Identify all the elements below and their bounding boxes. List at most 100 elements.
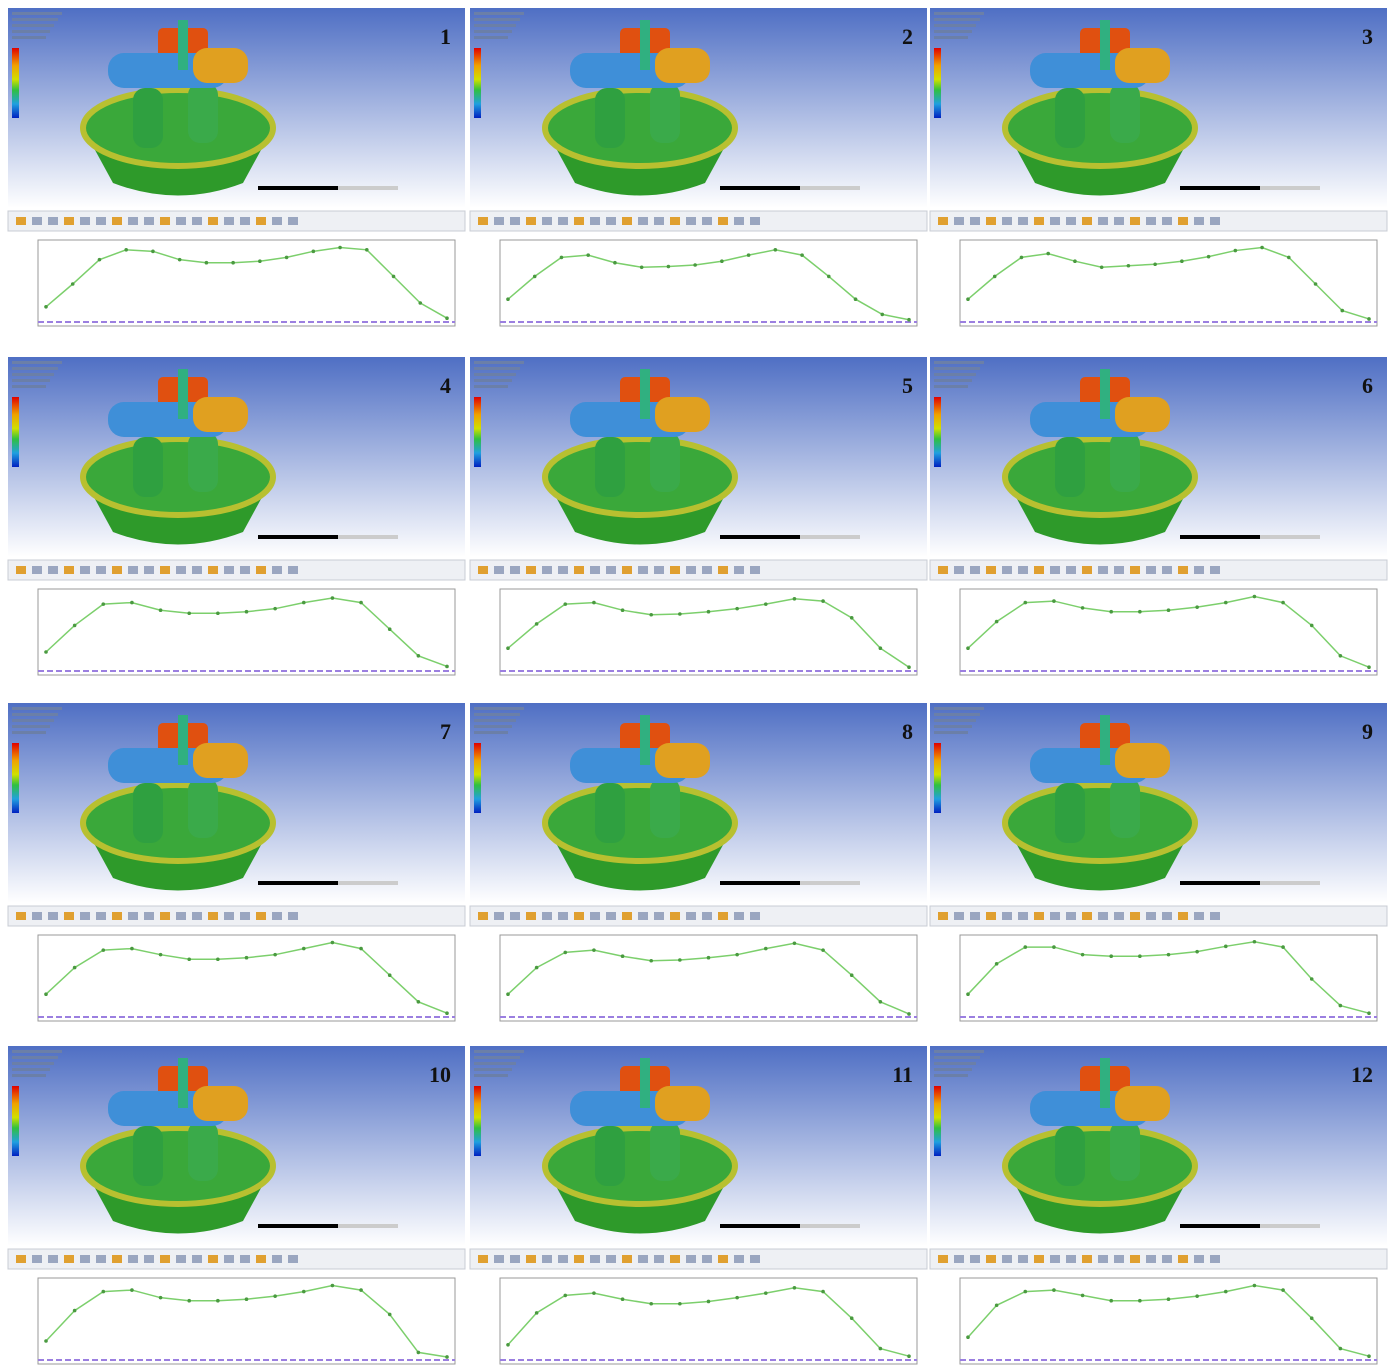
model-stem xyxy=(640,1058,650,1108)
curve-point xyxy=(417,1000,421,1004)
toolbar-button xyxy=(1210,217,1220,225)
curve-point xyxy=(178,258,182,262)
toolbar-button xyxy=(1178,912,1188,920)
scale-bar xyxy=(1180,186,1260,190)
toolbar-button xyxy=(970,217,980,225)
header-text xyxy=(474,379,512,382)
toolbar-button xyxy=(970,566,980,574)
header-text xyxy=(12,1074,46,1077)
curve-point xyxy=(1207,255,1211,259)
curve-point xyxy=(1167,1297,1171,1301)
curve-point xyxy=(793,941,797,945)
model-stem xyxy=(178,715,188,765)
toolbar-button xyxy=(16,1255,26,1263)
toolbar-button xyxy=(986,566,996,574)
model-cylinder xyxy=(655,48,710,83)
toolbar-button xyxy=(590,1255,600,1263)
model-post xyxy=(595,437,625,497)
model-post xyxy=(188,1121,218,1181)
model-stem xyxy=(178,1058,188,1108)
toolbar-button xyxy=(606,217,616,225)
toolbar-button xyxy=(622,566,632,574)
curve-point xyxy=(649,1302,653,1306)
header-text xyxy=(934,373,976,376)
curve-point xyxy=(1310,1316,1314,1320)
curve-point xyxy=(388,627,392,631)
toolbar-button xyxy=(80,566,90,574)
curve-point xyxy=(1081,1294,1085,1298)
curve-point xyxy=(1195,1294,1199,1298)
color-legend xyxy=(474,743,481,813)
toolbar-button xyxy=(970,1255,980,1263)
toolbar-button xyxy=(32,912,42,920)
curve-point xyxy=(649,613,653,617)
model-post xyxy=(1110,1121,1140,1181)
curve-point xyxy=(966,1335,970,1339)
header-text xyxy=(12,24,54,27)
header-text xyxy=(12,373,54,376)
curve-point xyxy=(216,1299,220,1303)
toolbar-button xyxy=(176,1255,186,1263)
curve-point xyxy=(821,1290,825,1294)
curve-point xyxy=(1046,252,1050,256)
toolbar-button xyxy=(96,1255,106,1263)
curve-point xyxy=(159,1296,163,1300)
panel: 5 xyxy=(470,357,927,675)
toolbar-button xyxy=(622,217,632,225)
header-text xyxy=(12,707,62,710)
toolbar xyxy=(8,211,465,231)
curve-point xyxy=(130,601,134,605)
toolbar-button xyxy=(1066,1255,1076,1263)
toolbar-button xyxy=(670,912,680,920)
header-text xyxy=(934,713,980,716)
curve-point xyxy=(821,599,825,603)
curve-point xyxy=(1153,262,1157,266)
curve-point xyxy=(560,256,564,260)
toolbar-button xyxy=(654,912,664,920)
toolbar-button xyxy=(718,1255,728,1263)
toolbar-button xyxy=(272,566,282,574)
curve-point xyxy=(764,602,768,606)
toolbar-button xyxy=(64,1255,74,1263)
panel: 9 xyxy=(930,703,1387,1021)
curve-point xyxy=(245,1297,249,1301)
curve-point xyxy=(130,947,134,951)
toolbar-button xyxy=(938,217,948,225)
model-post xyxy=(133,1126,163,1186)
toolbar-button xyxy=(208,1255,218,1263)
scale-bar xyxy=(338,881,398,885)
toolbar-button xyxy=(494,912,504,920)
header-text xyxy=(934,18,980,21)
curve-point xyxy=(621,608,625,612)
toolbar-button xyxy=(1146,566,1156,574)
toolbar-button xyxy=(192,217,202,225)
toolbar-button xyxy=(1018,912,1028,920)
panel-number: 7 xyxy=(440,719,451,744)
toolbar-button xyxy=(224,217,234,225)
toolbar-button xyxy=(478,566,488,574)
curve-point xyxy=(1081,953,1085,957)
toolbar-button xyxy=(112,912,122,920)
curve-point xyxy=(827,275,831,279)
curve-point xyxy=(1020,256,1024,260)
curve-point xyxy=(1339,1347,1343,1351)
curve-point xyxy=(821,948,825,952)
curve-point xyxy=(445,1011,449,1015)
header-text xyxy=(474,385,508,388)
curve-point xyxy=(800,253,804,257)
toolbar-button xyxy=(558,566,568,574)
header-text xyxy=(12,379,50,382)
curve-point xyxy=(44,305,48,309)
toolbar-button xyxy=(938,912,948,920)
panel-number: 5 xyxy=(902,373,913,398)
toolbar xyxy=(930,211,1387,231)
toolbar-button xyxy=(160,912,170,920)
plot-area xyxy=(38,1278,455,1364)
scale-bar xyxy=(1260,535,1320,539)
curve-point xyxy=(187,611,191,615)
toolbar-button xyxy=(654,217,664,225)
panel: 7 xyxy=(8,703,465,1021)
toolbar xyxy=(8,1249,465,1269)
curve-point xyxy=(586,253,590,257)
header-text xyxy=(934,1050,984,1053)
